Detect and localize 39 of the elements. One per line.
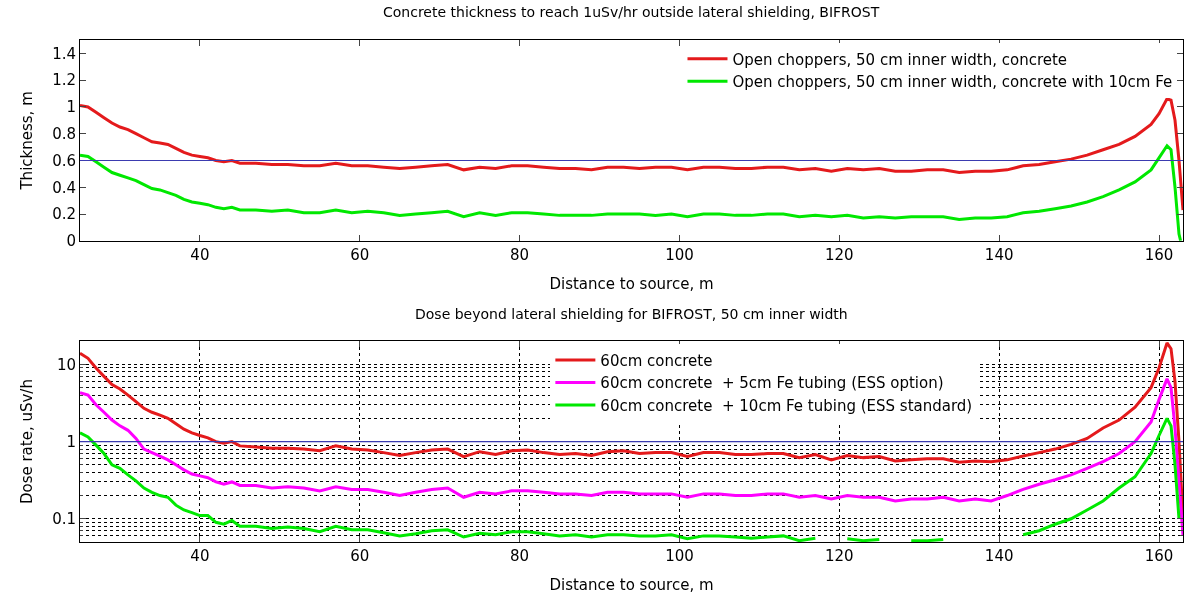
legend-label: 60cm concrete (600, 351, 713, 370)
legend-label: 60cm concrete + 5cm Fe tubing (ESS option) (600, 374, 944, 393)
y-tick-label: 1 (66, 98, 76, 117)
chart-title: Concrete thickness to reach 1uSv/hr outside lateral shielding, BIFROST (383, 4, 880, 20)
legend-label: Open choppers, 50 cm inner width, concrete with 10cm Fe (732, 73, 1173, 92)
x-tick-label: 40 (190, 245, 210, 264)
y-tick-label: 1 (66, 432, 76, 451)
x-tick-label: 40 (190, 547, 210, 565)
legend-label: Open choppers, 50 cm inner width, concrete (732, 50, 1068, 69)
x-tick-label: 80 (510, 245, 530, 264)
x-tick-label: 120 (824, 245, 854, 264)
x-tick-label: 160 (1144, 245, 1174, 264)
y-tick-label: 0.8 (52, 124, 76, 143)
x-tick-label: 140 (984, 245, 1014, 264)
x-tick-label: 160 (1144, 547, 1174, 565)
x-tick-label: 100 (665, 547, 694, 565)
line-series (80, 144, 1183, 241)
y-tick-label: 0 (66, 232, 76, 251)
x-axis-title: Distance to source, m (549, 274, 714, 293)
y-tick-label: 0.4 (52, 178, 76, 197)
x-axis-title: Distance to source, m (549, 576, 714, 594)
y-tick-label: 0.1 (52, 510, 76, 529)
chart-title: Dose beyond lateral shielding for BIFROST, 50 cm inner width (415, 306, 848, 322)
x-tick-label: 60 (350, 547, 370, 565)
line-series (80, 97, 1183, 212)
x-tick-label: 120 (824, 547, 854, 565)
y-axis-title: Thickness, m (18, 91, 37, 191)
y-axis-title: Dose rate, uSv/h (18, 379, 37, 505)
y-tick-label: 0.6 (52, 151, 76, 170)
legend-label: 60cm concrete + 10cm Fe tubing (ESS standard) (600, 396, 973, 415)
x-tick-label: 60 (350, 245, 370, 264)
x-tick-label: 100 (665, 245, 694, 264)
x-tick-label: 80 (510, 547, 530, 565)
y-tick-label: 1.2 (52, 71, 76, 90)
line-series (80, 377, 1183, 538)
x-tick-label: 140 (984, 547, 1014, 565)
y-tick-label: 10 (56, 355, 76, 374)
y-tick-label: 1.4 (52, 44, 76, 63)
y-tick-label: 0.2 (52, 205, 76, 224)
